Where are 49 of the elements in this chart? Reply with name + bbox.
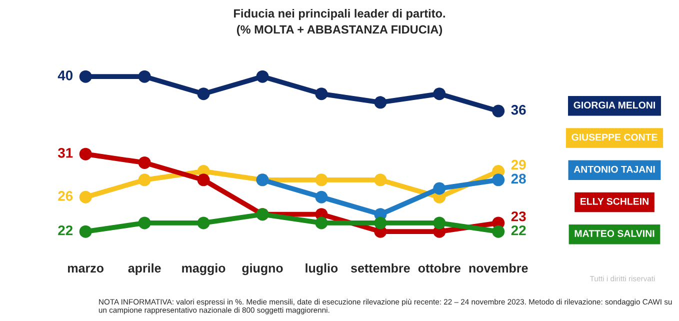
point	[315, 216, 328, 230]
data-label: 22	[58, 225, 73, 236]
x-tick-label: giugno	[242, 263, 283, 276]
text: GIUSEPPE CONTE	[572, 134, 658, 141]
data-label: 26	[58, 191, 73, 201]
data-label: 40	[58, 70, 73, 80]
point	[492, 174, 505, 186]
point	[374, 96, 387, 109]
point	[433, 182, 446, 195]
data-label: 22	[511, 225, 526, 236]
x-tick-label: settembre	[350, 263, 410, 273]
point	[197, 216, 210, 230]
point	[433, 88, 446, 100]
data-label: 28	[511, 174, 526, 184]
data-label: 23	[511, 211, 526, 222]
point	[492, 225, 505, 238]
text: ANTONIO TAJANI	[574, 166, 655, 173]
point	[315, 88, 328, 100]
x-tick-label: aprile	[128, 263, 161, 276]
point	[79, 148, 92, 160]
point	[138, 156, 151, 169]
text: ELLY SCHLEIN	[580, 198, 648, 205]
text: MATTEO SALVINI	[574, 230, 654, 237]
chart-title: Fiducia nei principali leader di partito.	[234, 8, 445, 20]
x-tick-label: marzo	[68, 266, 104, 273]
data-label: 36	[511, 104, 526, 115]
chart-subtitle: (% MOLTA + ABBASTANZA FIDUCIA)	[236, 24, 442, 36]
point	[138, 174, 151, 186]
point	[492, 104, 505, 118]
x-tick-label: novembre	[469, 263, 528, 273]
data-label: 29	[511, 160, 526, 170]
x-tick-label: maggio	[182, 263, 226, 276]
point	[79, 70, 92, 83]
point	[79, 190, 92, 204]
point	[138, 70, 151, 83]
point	[79, 225, 92, 238]
point	[315, 190, 328, 204]
text: GIORGIA MELONI	[574, 102, 655, 109]
point	[374, 216, 387, 230]
point	[256, 70, 269, 83]
point	[197, 88, 210, 100]
data-label: 31	[58, 148, 73, 158]
point	[374, 174, 387, 186]
x-tick-label: luglio	[306, 263, 338, 276]
point	[433, 216, 446, 230]
point	[315, 174, 328, 186]
point	[197, 174, 210, 186]
x-tick-label: ottobre	[418, 263, 460, 273]
point	[138, 216, 151, 230]
